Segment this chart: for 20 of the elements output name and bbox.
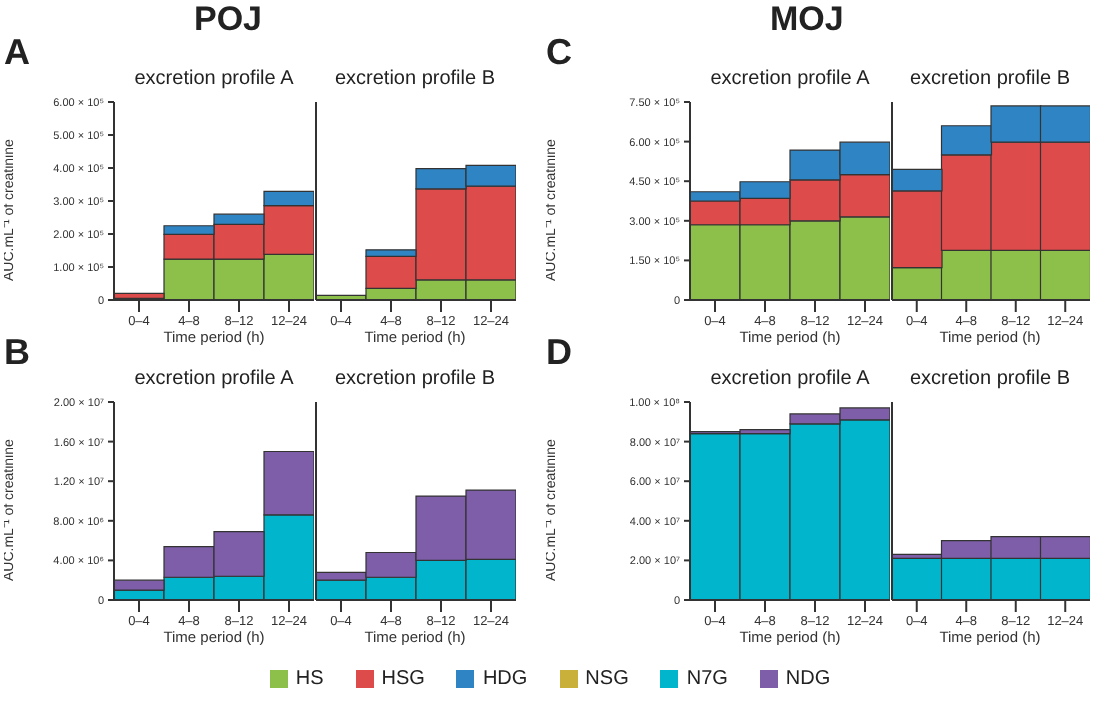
text: MOJ [770,0,844,40]
chart-title: excretion profile B [332,68,498,90]
text: D [546,332,572,374]
chart-title: excretion profile B [332,368,498,390]
legend-label: HSG [381,668,425,690]
legend-label: HS [295,668,324,690]
chart-title: excretion profile A [132,68,296,90]
chart-title: excretion profile B [907,368,1073,390]
legend-label: HDG [482,668,528,690]
legend-label: N7G [686,668,728,690]
chart-title: excretion profile A [708,368,872,390]
legend-label: NSG [585,668,629,690]
text: B [4,332,30,374]
text: A [4,32,30,74]
chart-title: excretion profile A [708,68,872,90]
text: C [546,32,572,74]
chart-title: excretion profile A [132,368,296,390]
text: POJ [194,0,263,40]
legend-label: NDG [785,668,831,690]
chart-title: excretion profile B [907,68,1073,90]
